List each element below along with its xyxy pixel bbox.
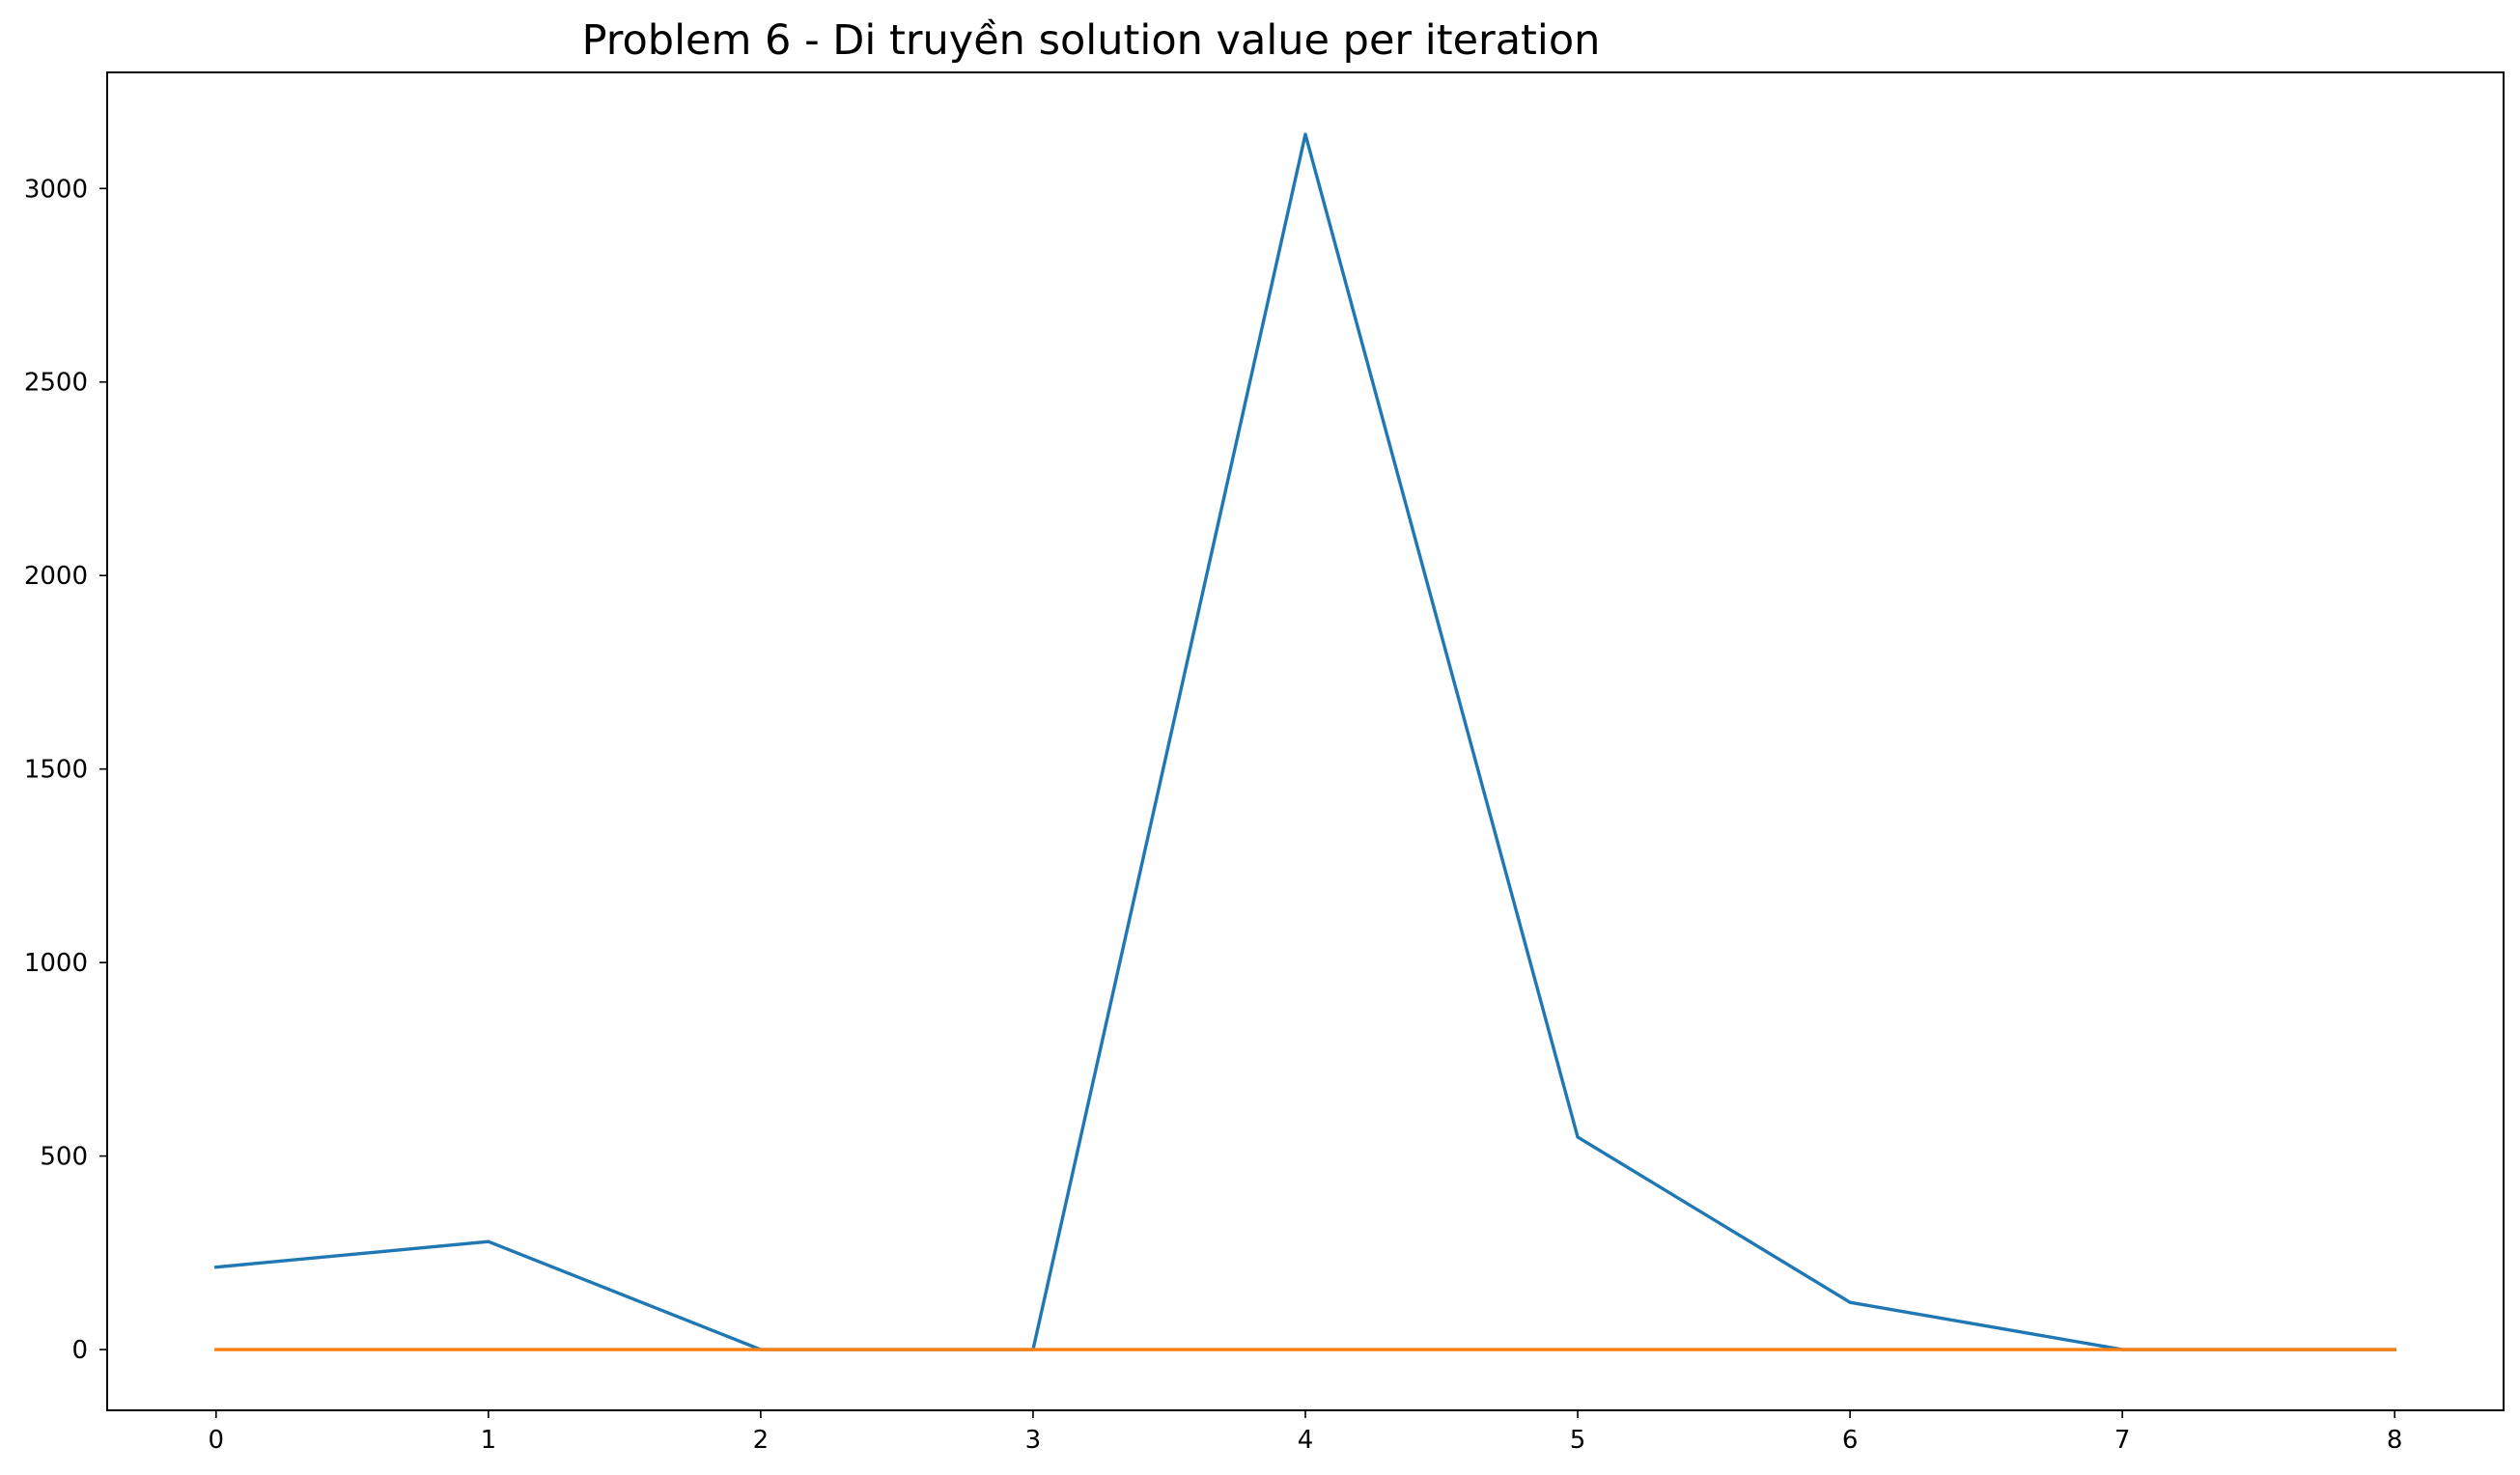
- x-axis: 0 1 2 3 4 5 6 7 8: [209, 1410, 2403, 1455]
- x-tick-label: 1: [481, 1426, 497, 1455]
- x-tick-label: 6: [1842, 1426, 1859, 1455]
- x-tick-label: 5: [1570, 1426, 1586, 1455]
- y-axis: 0 500 1000 1500 2000 2500 3000: [24, 175, 107, 1365]
- y-tick-label: 2500: [24, 369, 88, 398]
- y-tick-label: 2000: [24, 562, 88, 591]
- x-tick-label: 0: [209, 1426, 225, 1455]
- plot-area-frame: [106, 71, 2505, 1411]
- y-tick-label: 3000: [24, 175, 88, 204]
- y-tick-label: 500: [40, 1143, 88, 1172]
- series-line-1: [213, 132, 2396, 1351]
- y-tick-label: 0: [71, 1336, 88, 1365]
- x-tick-label: 4: [1298, 1426, 1314, 1455]
- y-tick-label: 1000: [24, 949, 88, 978]
- series-layer: [213, 132, 2396, 1351]
- x-tick-label: 3: [1025, 1426, 1042, 1455]
- chart-title: Problem 6 - Di truyền solution value per…: [582, 16, 1601, 65]
- y-tick-label: 1500: [24, 756, 88, 785]
- x-tick-label: 2: [753, 1426, 770, 1455]
- x-tick-label: 8: [2387, 1426, 2403, 1455]
- x-tick-label: 7: [2114, 1426, 2131, 1455]
